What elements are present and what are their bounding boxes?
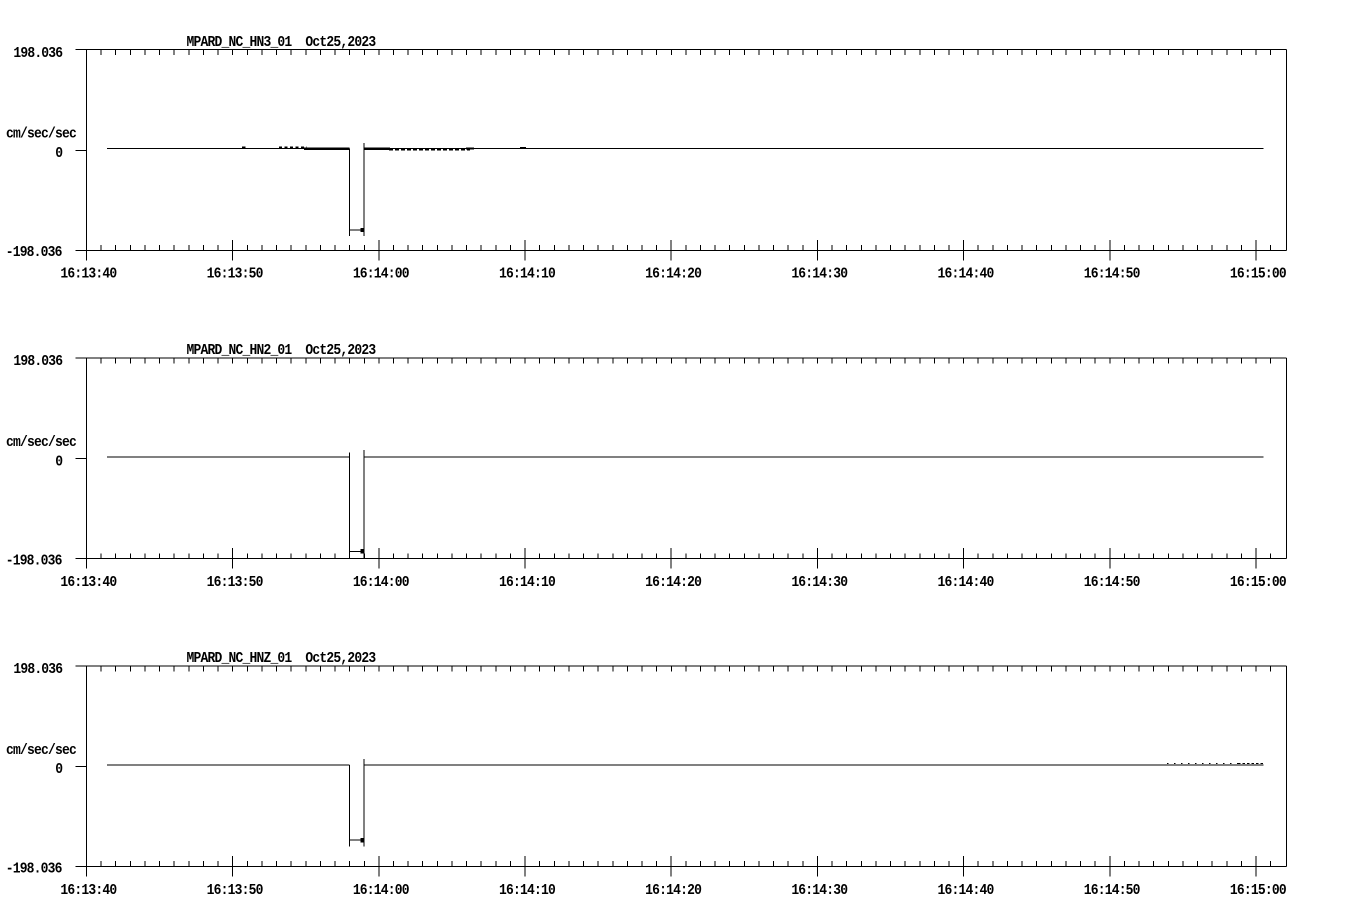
svg-text:16:14:10: 16:14:10 — [499, 266, 555, 283]
svg-text:16:14:40: 16:14:40 — [938, 574, 994, 591]
svg-text:cm/sec/sec: cm/sec/sec — [6, 434, 76, 451]
svg-text:0: 0 — [55, 454, 62, 471]
svg-text:16:14:00: 16:14:00 — [353, 882, 409, 899]
svg-text:0: 0 — [55, 145, 62, 162]
svg-text:16:13:40: 16:13:40 — [60, 882, 116, 899]
svg-text:16:14:20: 16:14:20 — [645, 574, 701, 591]
svg-text:-198.036: -198.036 — [6, 861, 62, 878]
svg-text:MPARD_NC_HN3_01 Oct25,2023: MPARD_NC_HN3_01 Oct25,2023 — [187, 34, 376, 51]
svg-text:16:15:00: 16:15:00 — [1230, 574, 1286, 591]
svg-text:198.036: 198.036 — [13, 45, 62, 62]
svg-text:-198.036: -198.036 — [6, 244, 62, 261]
svg-text:-198.036: -198.036 — [6, 553, 62, 570]
svg-text:16:14:20: 16:14:20 — [645, 882, 701, 899]
svg-text:16:13:50: 16:13:50 — [207, 574, 263, 591]
svg-text:198.036: 198.036 — [13, 661, 62, 678]
svg-text:16:14:50: 16:14:50 — [1084, 574, 1140, 591]
svg-text:16:14:50: 16:14:50 — [1084, 266, 1140, 283]
svg-text:16:13:40: 16:13:40 — [60, 266, 116, 283]
svg-text:16:13:50: 16:13:50 — [207, 266, 263, 283]
svg-text:MPARD_NC_HN2_01 Oct25,2023: MPARD_NC_HN2_01 Oct25,2023 — [187, 343, 376, 360]
svg-text:16:14:00: 16:14:00 — [353, 266, 409, 283]
svg-text:MPARD_NC_HNZ_01 Oct25,2023: MPARD_NC_HNZ_01 Oct25,2023 — [187, 650, 376, 667]
svg-text:16:14:00: 16:14:00 — [353, 574, 409, 591]
svg-text:16:14:30: 16:14:30 — [791, 266, 847, 283]
svg-text:16:14:30: 16:14:30 — [791, 882, 847, 899]
svg-text:16:13:40: 16:13:40 — [60, 574, 116, 591]
svg-text:16:14:20: 16:14:20 — [645, 266, 701, 283]
svg-text:16:14:40: 16:14:40 — [938, 882, 994, 899]
svg-text:16:14:40: 16:14:40 — [938, 266, 994, 283]
svg-text:cm/sec/sec: cm/sec/sec — [6, 742, 76, 759]
svg-text:0: 0 — [55, 762, 62, 779]
svg-text:16:14:50: 16:14:50 — [1084, 882, 1140, 899]
svg-text:198.036: 198.036 — [13, 354, 62, 371]
svg-text:16:14:10: 16:14:10 — [499, 574, 555, 591]
svg-text:cm/sec/sec: cm/sec/sec — [6, 126, 76, 143]
svg-text:16:14:30: 16:14:30 — [791, 574, 847, 591]
svg-text:16:13:50: 16:13:50 — [207, 882, 263, 899]
svg-text:16:14:10: 16:14:10 — [499, 882, 555, 899]
svg-text:16:15:00: 16:15:00 — [1230, 266, 1286, 283]
svg-text:16:15:00: 16:15:00 — [1230, 882, 1286, 899]
